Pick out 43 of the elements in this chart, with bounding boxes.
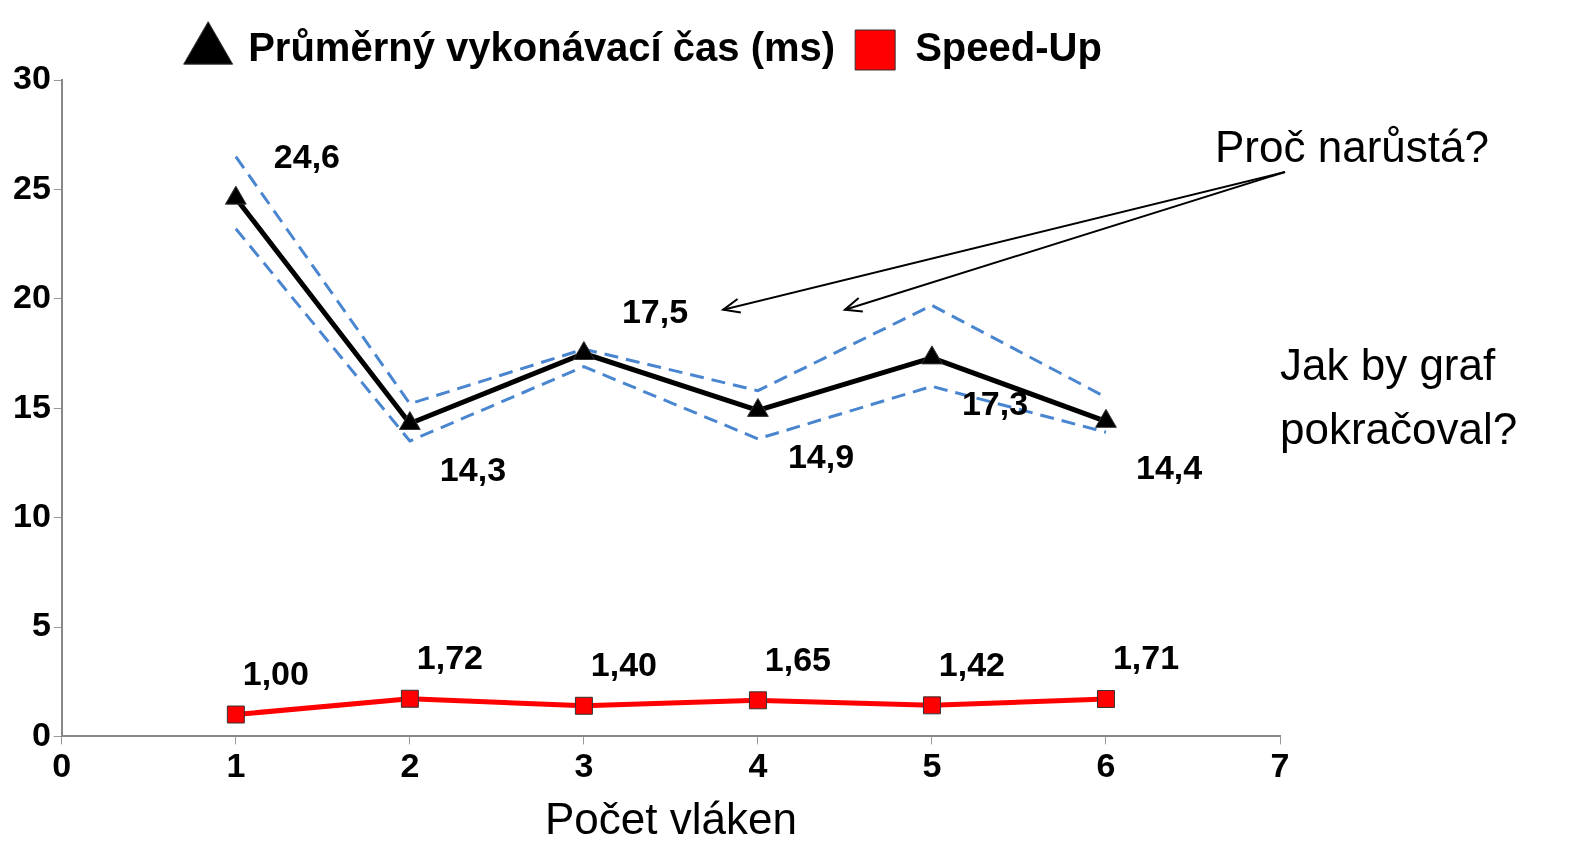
y-tick-label: 20	[12, 277, 51, 316]
y-tick-label: 0	[31, 714, 51, 753]
x-axis-title: Počet vláken	[544, 793, 797, 843]
point	[1096, 690, 1115, 708]
x-tick-label: 5	[922, 746, 942, 785]
point	[398, 411, 421, 431]
point	[224, 185, 247, 205]
point	[400, 689, 419, 708]
point	[573, 341, 595, 360]
annotation: Proč narůstá?	[1215, 122, 1489, 171]
point	[1095, 408, 1117, 428]
y-tick-label: 15	[12, 386, 51, 425]
data-label: 14,3	[439, 449, 507, 488]
data-label: 1,00	[242, 653, 309, 692]
text: Jak by graf pokračoval?	[1280, 340, 1518, 453]
x-tick-label: 4	[748, 746, 768, 785]
y-tick-label: 30	[12, 58, 51, 97]
point	[574, 696, 593, 715]
data-label: 1,40	[590, 645, 657, 684]
point	[748, 691, 767, 710]
y-tick-label: 10	[12, 495, 51, 534]
data-label: 1,72	[416, 638, 483, 677]
data-label: 14,9	[787, 436, 855, 475]
data-label: 24,6	[273, 136, 341, 175]
data-label: 14,4	[1135, 447, 1203, 486]
y-tick-label: 5	[31, 605, 51, 644]
x-tick-label: 2	[400, 746, 420, 785]
point	[921, 345, 943, 365]
point	[226, 705, 245, 724]
legend-label: Průměrný vykonávací čas (ms)	[248, 25, 836, 70]
point	[922, 696, 941, 715]
data-label: 1,42	[938, 644, 1006, 683]
x-tick-label: 3	[574, 746, 594, 785]
data-label: 17,5	[621, 291, 689, 330]
data-label: 1,65	[764, 639, 832, 678]
line-series	[234, 227, 1108, 443]
x-tick-label: 1	[226, 746, 246, 785]
point	[747, 397, 769, 417]
x-tick-label: 7	[1270, 746, 1290, 785]
x-tick-label: 6	[1096, 746, 1116, 785]
legend-label: Speed-Up	[915, 25, 1102, 70]
y-tick-label: 25	[12, 167, 51, 206]
data-label: 1,71	[1112, 638, 1180, 677]
